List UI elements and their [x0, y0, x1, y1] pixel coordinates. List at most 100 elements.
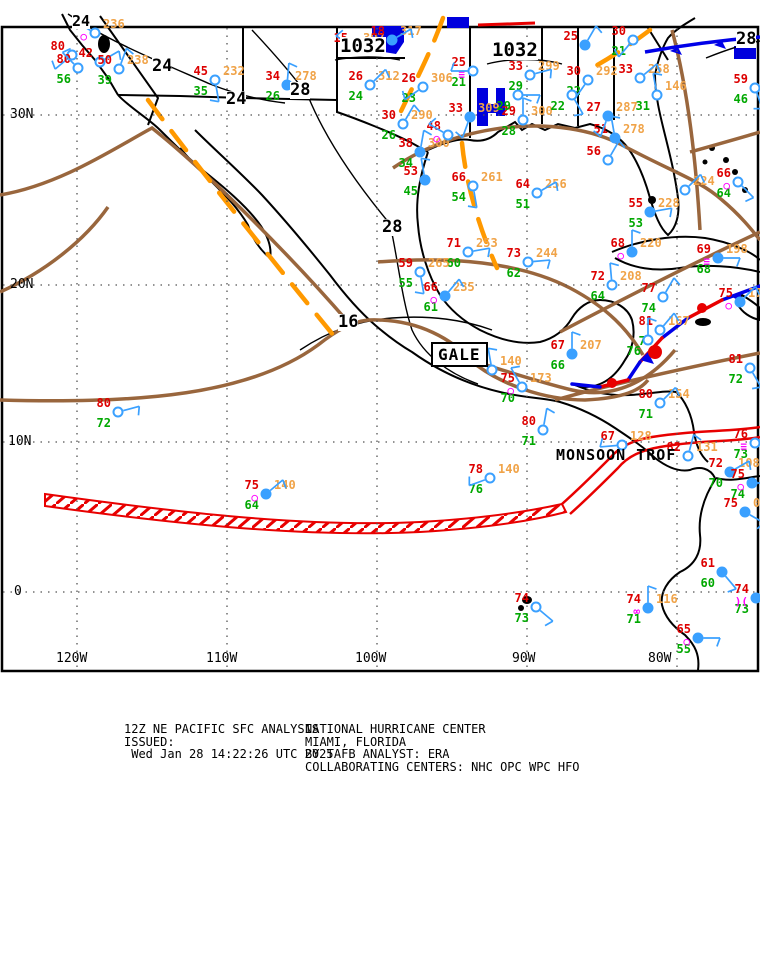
wind-barb-tick: [414, 291, 424, 295]
wind-barb-tick: [653, 72, 663, 76]
wind-barb: [533, 259, 550, 263]
wind-barb: [643, 63, 658, 76]
station-temp: 66: [452, 170, 466, 184]
station-pressure: 278: [295, 69, 317, 83]
station-pressure: 198: [726, 242, 748, 256]
wind-barb: [469, 479, 486, 487]
station-dewpoint: 71: [627, 612, 641, 626]
footer-text-line: ISSUED:: [124, 734, 175, 749]
wind-barb: [662, 312, 675, 327]
coastlines: [61, 13, 760, 671]
station-weather-symbol: ∞: [633, 605, 640, 618]
station-dewpoint: 39: [98, 73, 112, 87]
stationary-front-caribbean: [570, 284, 760, 389]
trough-orange-dashed: [145, 15, 653, 339]
station-temp: 53: [404, 164, 418, 178]
station-weather-symbol: ≡: [740, 440, 747, 453]
wind-barb-tick: [631, 229, 641, 234]
station-temp: 72: [709, 456, 723, 470]
wind-barb-tick: [467, 205, 477, 209]
station-temp: 59: [734, 72, 748, 86]
station-pressure: 299: [538, 59, 560, 73]
wind-barb: [665, 277, 675, 293]
station-weather-symbol: ○: [80, 30, 87, 43]
wind-barb-tick: [413, 104, 421, 113]
wind-barb: [539, 609, 554, 622]
station-weather-symbol: ○: [433, 132, 440, 145]
wind-barb: [752, 372, 760, 388]
footer-text-line: COLLABORATING CENTERS: NHC OPC WPC HFO: [305, 760, 580, 775]
station-circle: [749, 437, 760, 449]
station-weather-symbol: ○: [507, 384, 514, 397]
station-pressure: 220: [640, 236, 662, 250]
station-circle: [531, 187, 543, 199]
station-temp: 59: [399, 256, 413, 270]
station-circle: [724, 466, 736, 478]
wind-barb-tick: [716, 637, 721, 647]
station-circle: [442, 129, 454, 141]
station-pressure: 306: [431, 71, 453, 85]
wind-barb: [599, 120, 607, 137]
station-circle: [654, 397, 666, 409]
jamaica: [695, 318, 711, 326]
chart-footer: NOAA 12Z NE PACIFIC SFC ANALYSISISSUED: …: [0, 710, 760, 830]
station-temp: 45: [194, 64, 208, 78]
station-circle: [439, 290, 451, 302]
station-dewpoint: 74: [642, 301, 656, 315]
station-circle: [712, 252, 724, 264]
wind-barb-tick: [536, 94, 541, 104]
station-circle: [524, 69, 536, 81]
station-dewpoint: 45: [404, 184, 418, 198]
station-circle: [692, 632, 704, 644]
station-circle: [579, 39, 591, 51]
station-dewpoint: 51: [516, 197, 530, 211]
wind-barb-tick: [62, 47, 71, 54]
station-circle: [89, 27, 101, 39]
station-temp: 75: [245, 478, 259, 492]
station-dewpoint: 73: [734, 447, 748, 461]
station-temp: 42: [79, 46, 93, 60]
wind-barb-tick: [546, 259, 551, 269]
station-weather-symbol: ≡: [458, 68, 465, 81]
station-pressure: 244: [536, 246, 558, 260]
wind-barb-tick: [609, 262, 619, 267]
station-pressure: 300: [531, 104, 553, 118]
station-dewpoint: 22: [551, 99, 565, 113]
station-weather-symbol: ○: [725, 299, 732, 312]
wind-barb-tick: [751, 386, 760, 390]
station-temp: 67: [551, 338, 565, 352]
wind-barb-tick: [487, 248, 491, 258]
isobar-label: 24: [226, 89, 247, 109]
station-temp: 69: [697, 242, 711, 256]
isobar-label: 28: [290, 80, 311, 100]
footer-text-line: 12Z NE PACIFIC SFC ANALYSIS: [124, 722, 320, 736]
station-dewpoint: 68: [697, 262, 711, 276]
station-dewpoint: 70: [501, 391, 515, 405]
wind-barb: [587, 25, 597, 41]
station-temp: 33: [509, 59, 523, 73]
station-dewpoint: 26: [266, 89, 280, 103]
wind-barb: [655, 207, 672, 212]
station-temp: 68: [611, 236, 625, 250]
wind-barb: [541, 181, 557, 191]
station-temp: 30: [382, 108, 396, 122]
wind-barb-tick: [647, 317, 657, 322]
footer-text-line: BY TAFB ANALYST: ERA: [305, 747, 450, 762]
station-temp: 65: [677, 622, 691, 636]
station-dewpoint: 74: [731, 487, 745, 501]
station-circle: [657, 291, 669, 303]
station-pressure: 238: [127, 53, 149, 67]
station-temp: 80: [639, 387, 653, 401]
station-temp: 25: [564, 29, 578, 43]
wind-barb: [61, 51, 75, 65]
wind-barb-tick: [488, 347, 498, 351]
wind-barb-tick: [423, 129, 433, 136]
station-weather-symbol: ○: [737, 480, 744, 493]
station-temp: 66: [717, 166, 731, 180]
station-dewpoint: 60: [701, 576, 715, 590]
station-temp: 33: [619, 62, 633, 76]
station-circle: [734, 296, 746, 308]
station-pressure: 261: [481, 170, 503, 184]
wind-barb: [688, 173, 702, 187]
